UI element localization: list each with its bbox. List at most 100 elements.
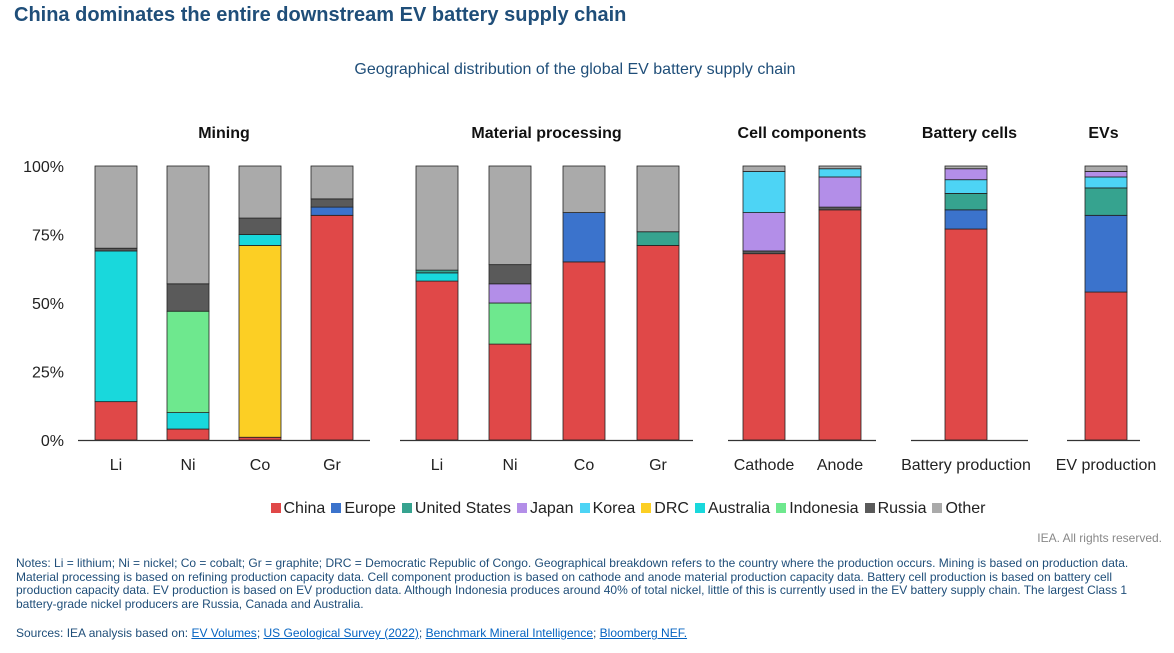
panel-title: Battery cells [922, 125, 1017, 142]
chart-legend: China Europe United States Japan Korea DRC Aus… [0, 500, 1174, 518]
bar-segment-japan [742, 212, 786, 252]
legend-item: Korea [579, 500, 635, 518]
x-tick-label: EV production [1056, 457, 1157, 474]
bar-segment-china [310, 214, 354, 441]
y-tick-label: 25% [32, 365, 64, 382]
legend-item: DRC [641, 500, 689, 518]
sources-prefix: Sources: IEA analysis based on: [16, 626, 192, 640]
x-tick-label: Gr [649, 457, 667, 474]
legend-item: Australia [694, 500, 770, 518]
legend-swatch [401, 503, 412, 513]
bar-segment-indonesia [488, 302, 532, 345]
bar-segment-china [1084, 291, 1128, 441]
stacked-bar-chart: 0% 25% 50% 75% 100% Mining Li Ni Co Gr Material pr… [23, 125, 1157, 474]
legend-swatch [932, 503, 943, 513]
bar-segment-china [94, 401, 138, 441]
x-tick-label: Li [110, 457, 122, 474]
x-tick-label: Gr [323, 457, 341, 474]
legend-item: China [270, 500, 326, 518]
bar-segment-other [818, 165, 862, 170]
legend-swatch [579, 503, 590, 513]
bar-segment-other [562, 165, 606, 213]
bar-segment-australia [166, 412, 210, 430]
bar-segment-japan [1084, 171, 1128, 178]
bar-segment-china [562, 261, 606, 441]
legend-label: China [283, 500, 326, 517]
bar-segment-china [415, 280, 459, 441]
bar-segment-indonesia [166, 310, 210, 413]
bar-segment-russia [742, 250, 786, 255]
bar-segment-europe [310, 206, 354, 216]
legend-label: Other [945, 500, 986, 517]
x-tick-label: Co [250, 457, 271, 474]
bar-segment-australia [94, 250, 138, 403]
source-separator: ; [593, 626, 600, 640]
x-tick-label: Li [431, 457, 443, 474]
legend-item: Japan [516, 500, 574, 518]
chart-subtitle: Geographical distribution of the global … [354, 61, 796, 78]
bar-segment-korea [1084, 176, 1128, 189]
legend-label: Europe [344, 500, 396, 517]
bar-segment-europe [562, 212, 606, 263]
legend-item: United States [401, 500, 511, 518]
bar-segment-other [238, 165, 282, 219]
bar-segment-other [166, 165, 210, 285]
bar-segment-russia [94, 247, 138, 252]
sources-line: Sources: IEA analysis based on: EV Volum… [16, 626, 687, 640]
bar-segment-china [742, 253, 786, 441]
bar-segment-japan [488, 283, 532, 304]
bar-segment-united-states [944, 193, 988, 211]
bar-segment-korea [742, 171, 786, 213]
x-tick-label: Co [574, 457, 595, 474]
bar-segment-other [94, 165, 138, 249]
bar-segment-russia [238, 217, 282, 235]
legend-swatch [516, 503, 527, 513]
bar-segment-china [636, 245, 680, 441]
bar-segment-united-states [636, 231, 680, 246]
x-tick-label: Anode [817, 457, 863, 474]
bar-segment-china [238, 436, 282, 441]
bar-segment-china [818, 209, 862, 441]
bar-segment-japan [818, 176, 862, 208]
bar-segment-other [310, 165, 354, 200]
source-link[interactable]: Benchmark Mineral Intelligence [425, 626, 593, 640]
bar-segment-europe [1084, 214, 1128, 293]
bar-segment-korea [818, 168, 862, 178]
bar-segment-russia [310, 198, 354, 208]
bar-segment-other [636, 165, 680, 233]
x-tick-label: Ni [180, 457, 195, 474]
source-separator: ; [256, 626, 264, 640]
bar-segment-australia [238, 234, 282, 246]
bar-segment-japan [944, 168, 988, 181]
y-tick-label: 0% [41, 433, 64, 450]
bar-segment-korea [944, 179, 988, 194]
x-tick-label: Cathode [734, 457, 795, 474]
panel-title: Cell components [738, 125, 867, 142]
notes-text: Notes: Li = lithium; Ni = nickel; Co = c… [16, 556, 1129, 611]
legend-swatch [776, 503, 787, 513]
bar-segment-other [415, 165, 459, 271]
source-link[interactable]: EV Volumes [191, 626, 257, 640]
source-link[interactable]: US Geological Survey (2022) [263, 626, 419, 640]
legend-label: DRC [654, 500, 689, 517]
bar-segment-china [488, 343, 532, 441]
bar-segment-china [944, 228, 988, 441]
legend-item: Indonesia [776, 500, 859, 518]
panel-title: Mining [198, 125, 250, 142]
bar-segment-other [944, 165, 988, 170]
bar-segment-russia [166, 283, 210, 312]
bar-segment-europe [944, 209, 988, 230]
legend-item: Russia [864, 500, 926, 518]
source-link[interactable]: Bloomberg NEF. [599, 626, 688, 640]
y-tick-label: 100% [23, 159, 64, 176]
legend-label: Indonesia [789, 500, 859, 517]
legend-swatch [270, 503, 281, 513]
legend-swatch [694, 503, 705, 513]
bar-segment-australia [415, 272, 459, 282]
copyright-note: IEA. All rights reserved. [1037, 531, 1162, 545]
x-tick-label: Ni [502, 457, 517, 474]
legend-item: Europe [331, 500, 396, 518]
legend-label: United States [414, 500, 511, 517]
y-tick-label: 50% [32, 296, 64, 313]
bar-segment-united-states [415, 269, 459, 274]
